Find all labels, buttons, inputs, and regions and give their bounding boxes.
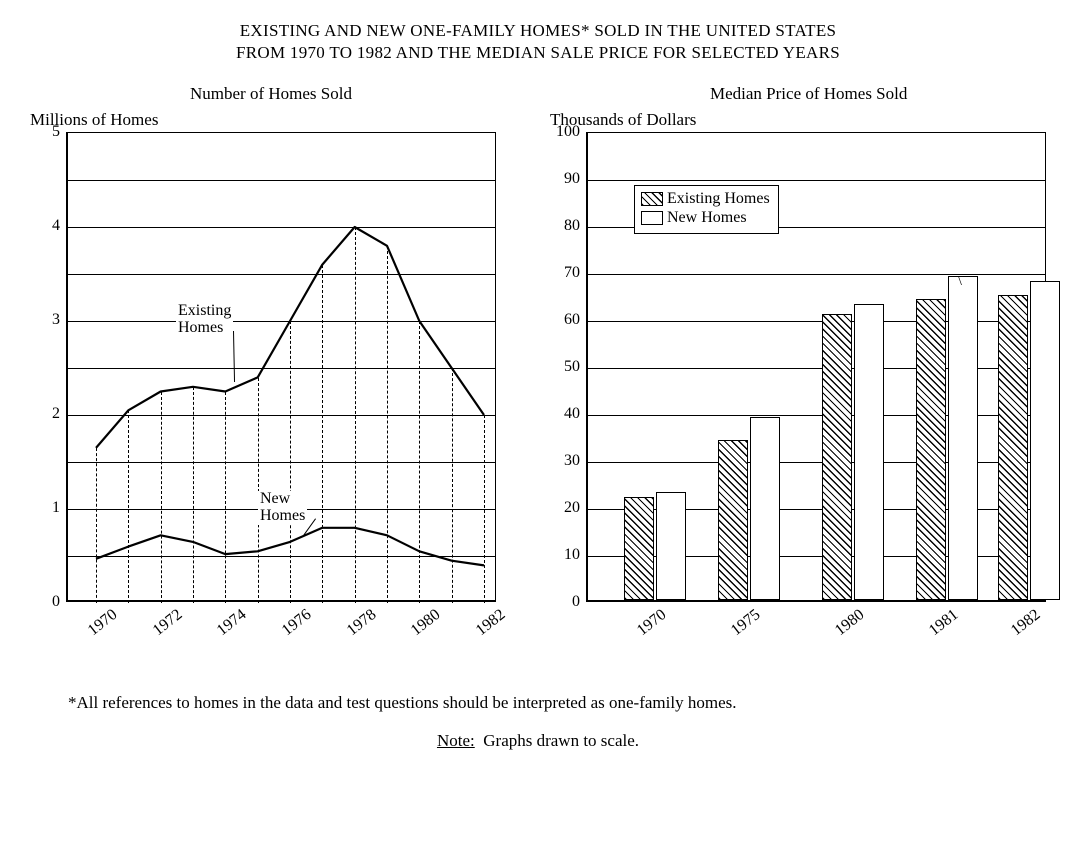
new-homes-label: NewHomes bbox=[258, 491, 307, 525]
hgrid-line bbox=[588, 180, 1045, 181]
ytick: 60 bbox=[550, 311, 580, 329]
bar-new-1982 bbox=[1030, 281, 1060, 601]
ytick: 1 bbox=[30, 499, 60, 517]
ytick: 2 bbox=[30, 405, 60, 423]
vdash bbox=[128, 410, 129, 603]
ytick: 3 bbox=[30, 311, 60, 329]
ytick: 0 bbox=[30, 593, 60, 611]
xtick: 1978 bbox=[343, 606, 379, 640]
stray-mark: \ bbox=[958, 274, 962, 290]
xtick: 1980 bbox=[832, 606, 868, 640]
bar-existing-1980 bbox=[822, 314, 852, 601]
main-title: EXISTING AND NEW ONE-FAMILY HOMES* SOLD … bbox=[30, 20, 1046, 64]
bar-group-1982 bbox=[998, 281, 1060, 601]
vdash bbox=[355, 227, 356, 603]
hgrid-line bbox=[68, 368, 495, 369]
hgrid-line bbox=[68, 415, 495, 416]
bar-group-1981 bbox=[916, 276, 978, 600]
xtick: 1975 bbox=[728, 606, 764, 640]
vdash bbox=[161, 392, 162, 604]
footnote: *All references to homes in the data and… bbox=[68, 692, 1046, 713]
xtick: 1976 bbox=[279, 606, 315, 640]
ytick: 4 bbox=[30, 217, 60, 235]
legend-swatch bbox=[641, 211, 663, 225]
ytick: 5 bbox=[30, 123, 60, 141]
legend-item-existing: Existing Homes bbox=[641, 190, 770, 208]
hgrid-line bbox=[68, 556, 495, 557]
xtick: 1982 bbox=[1008, 606, 1044, 640]
bar-chart-yaxis-title: Thousands of Dollars bbox=[550, 110, 1046, 130]
hgrid-line bbox=[68, 180, 495, 181]
bar-chart-xaxis: 1970 1975 1980 1981 1982 bbox=[586, 602, 1046, 646]
scale-note: Note: Graphs drawn to scale. bbox=[30, 731, 1046, 751]
bar-group-1970 bbox=[624, 492, 686, 600]
xtick: 1970 bbox=[85, 606, 121, 640]
ytick: 0 bbox=[550, 593, 580, 611]
bar-chart-panel: Median Price of Homes Sold Thousands of … bbox=[550, 84, 1046, 646]
xtick: 1970 bbox=[634, 606, 670, 640]
bar-existing-1982 bbox=[998, 295, 1028, 601]
note-text: Graphs drawn to scale. bbox=[483, 731, 639, 750]
bar-new-1970 bbox=[656, 492, 686, 600]
bar-group-1975 bbox=[718, 417, 780, 600]
line-chart-panel: Number of Homes Sold Millions of Homes 0… bbox=[30, 84, 520, 646]
existing-homes-label: ExistingHomes bbox=[176, 303, 233, 337]
line-chart-xaxis: 1970197219741976197819801982 bbox=[66, 602, 496, 642]
xtick: 1972 bbox=[149, 606, 185, 640]
vdash bbox=[225, 392, 226, 604]
legend-swatch bbox=[641, 192, 663, 206]
hgrid-line bbox=[68, 462, 495, 463]
ytick: 20 bbox=[550, 499, 580, 517]
bar-new-1980 bbox=[854, 304, 884, 600]
vdash bbox=[96, 448, 97, 603]
vdash bbox=[452, 368, 453, 603]
bar-existing-1975 bbox=[718, 440, 748, 600]
line-chart-yaxis-title: Millions of Homes bbox=[30, 110, 520, 130]
ytick: 10 bbox=[550, 546, 580, 564]
bar-chart-subtitle: Median Price of Homes Sold bbox=[710, 84, 1046, 104]
bar-chart-yaxis: 0102030405060708090100 bbox=[550, 132, 586, 602]
ytick: 40 bbox=[550, 405, 580, 423]
vdash bbox=[193, 387, 194, 603]
legend: Existing HomesNew Homes bbox=[634, 185, 779, 234]
ytick: 90 bbox=[550, 170, 580, 188]
xtick: 1982 bbox=[473, 606, 509, 640]
ytick: 50 bbox=[550, 358, 580, 376]
vdash bbox=[419, 321, 420, 603]
bar-existing-1981 bbox=[916, 299, 946, 600]
line-chart-plot: ExistingHomes NewHomes bbox=[66, 132, 496, 602]
legend-item-new: New Homes bbox=[641, 209, 770, 227]
line-chart-yaxis: 012345 bbox=[30, 132, 66, 602]
legend-label: Existing Homes bbox=[667, 190, 770, 208]
vdash bbox=[290, 321, 291, 603]
note-label: Note: bbox=[437, 731, 475, 750]
existing-pointer bbox=[233, 331, 235, 382]
ytick: 100 bbox=[550, 123, 580, 141]
charts-row: Number of Homes Sold Millions of Homes 0… bbox=[30, 84, 1046, 646]
title-line-1: EXISTING AND NEW ONE-FAMILY HOMES* SOLD … bbox=[240, 21, 837, 40]
xtick: 1981 bbox=[926, 606, 962, 640]
bar-new-1981 bbox=[948, 276, 978, 600]
line-chart-subtitle: Number of Homes Sold bbox=[190, 84, 520, 104]
hgrid-line bbox=[68, 274, 495, 275]
xtick: 1980 bbox=[408, 606, 444, 640]
vdash bbox=[322, 265, 323, 603]
legend-label: New Homes bbox=[667, 209, 747, 227]
vdash bbox=[387, 246, 388, 603]
vdash bbox=[484, 415, 485, 603]
bar-new-1975 bbox=[750, 417, 780, 600]
bar-group-1980 bbox=[822, 304, 884, 600]
ytick: 80 bbox=[550, 217, 580, 235]
title-line-2: FROM 1970 TO 1982 AND THE MEDIAN SALE PR… bbox=[236, 43, 840, 62]
hgrid-line bbox=[68, 321, 495, 322]
ytick: 30 bbox=[550, 452, 580, 470]
ytick: 70 bbox=[550, 264, 580, 282]
xtick: 1974 bbox=[214, 606, 250, 640]
bar-chart-plot: Existing HomesNew Homes \ bbox=[586, 132, 1046, 602]
bar-existing-1970 bbox=[624, 497, 654, 600]
hgrid-line bbox=[68, 227, 495, 228]
